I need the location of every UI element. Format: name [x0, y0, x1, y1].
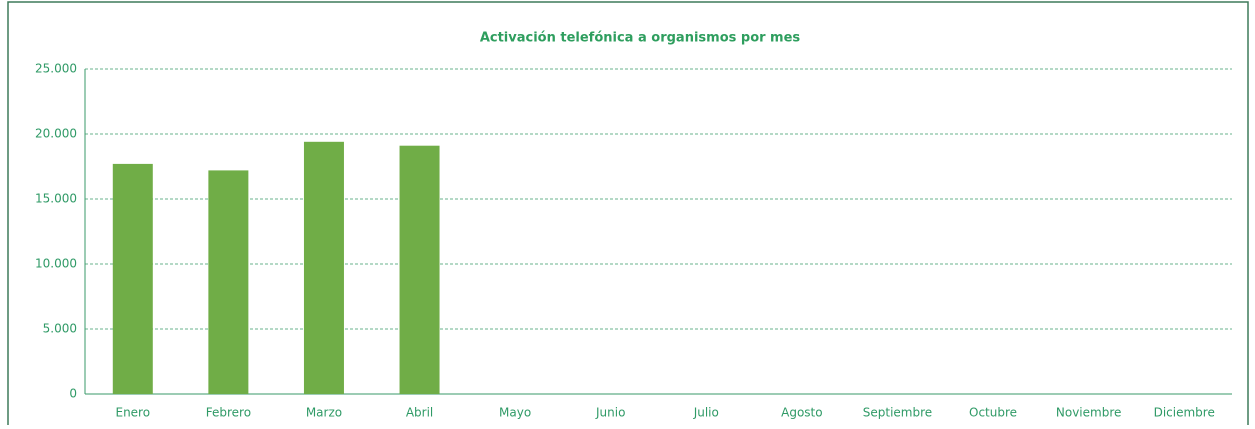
y-tick-label: 0 [69, 387, 77, 401]
y-tick-label: 10.000 [35, 257, 77, 271]
bar [112, 163, 153, 394]
x-tick-label: Febrero [206, 406, 251, 420]
chart-title: Activación telefónica a organismos por m… [480, 31, 801, 46]
x-tick-label: Septiembre [863, 406, 932, 420]
y-tick-label: 15.000 [35, 192, 77, 206]
y-tick-label: 20.000 [35, 127, 77, 141]
y-tick-label: 25.000 [35, 62, 77, 76]
x-tick-label: Mayo [499, 406, 531, 420]
bar [303, 141, 344, 394]
x-tick-label: Enero [115, 406, 150, 420]
y-tick-label: 5.000 [43, 322, 77, 336]
bar [208, 170, 249, 394]
x-tick-label: Noviembre [1056, 406, 1122, 420]
x-tick-label: Diciembre [1154, 406, 1215, 420]
bar [399, 145, 440, 394]
x-tick-label: Junio [595, 406, 625, 420]
x-tick-label: Agosto [781, 406, 822, 420]
x-tick-label: Abril [406, 406, 433, 420]
x-tick-label: Julio [693, 406, 719, 420]
x-tick-label: Octubre [969, 406, 1017, 420]
chart-frame [7, 1, 1249, 429]
x-tick-label: Marzo [306, 406, 342, 420]
